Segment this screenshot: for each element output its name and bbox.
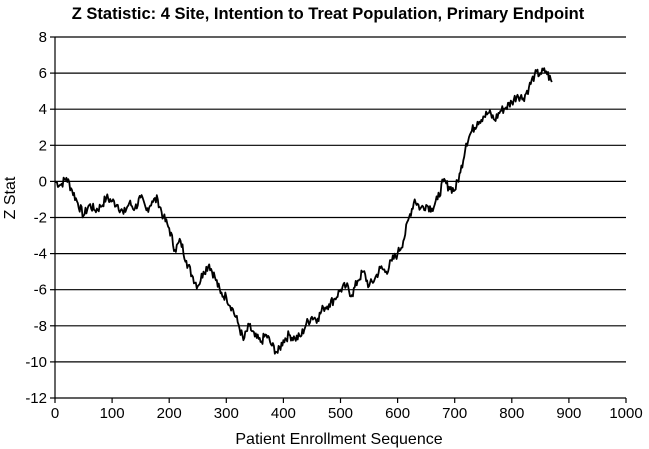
y-tick-label: -6 — [34, 282, 47, 299]
y-tick-labels: 8 6 4 2 0 -2 -4 -6 -8 -10 -12 — [25, 29, 47, 407]
x-tick-label: 200 — [157, 405, 182, 422]
y-tick-label: 8 — [39, 29, 47, 46]
x-tick-label: 800 — [499, 405, 524, 422]
x-tick-label: 0 — [51, 405, 59, 422]
x-tick-label: 600 — [385, 405, 410, 422]
y-tick-label: 0 — [39, 173, 47, 190]
y-tick-label: -8 — [34, 318, 47, 335]
y-tick-label: -10 — [25, 354, 47, 371]
y-tick-label: 2 — [39, 137, 47, 154]
series-line — [54, 67, 553, 355]
y-tick-label: 4 — [39, 101, 47, 118]
x-tick-label: 700 — [442, 405, 467, 422]
x-tick-label: 300 — [214, 405, 239, 422]
x-axis-title: Patient Enrollment Sequence — [235, 431, 442, 448]
y-axis-title: Z Stat — [2, 176, 19, 219]
y-tick-label: -12 — [25, 390, 47, 407]
axes — [50, 36, 627, 403]
x-tick-label: 1000 — [609, 405, 642, 422]
x-tick-label: 500 — [328, 405, 353, 422]
series-layer — [54, 67, 553, 355]
y-tick-label: 6 — [39, 65, 47, 82]
x-tick-label: 100 — [100, 405, 125, 422]
y-tick-label: -2 — [34, 210, 47, 227]
x-tick-label: 400 — [271, 405, 296, 422]
y-tick-label: -4 — [34, 246, 47, 263]
x-tick-label: 900 — [556, 405, 581, 422]
x-tick-labels: 0 100 200 300 400 500 600 700 800 900 1000 — [51, 405, 643, 422]
gridlines — [55, 36, 626, 399]
chart-title: Z Statistic: 4 Site, Intention to Treat … — [72, 5, 585, 23]
